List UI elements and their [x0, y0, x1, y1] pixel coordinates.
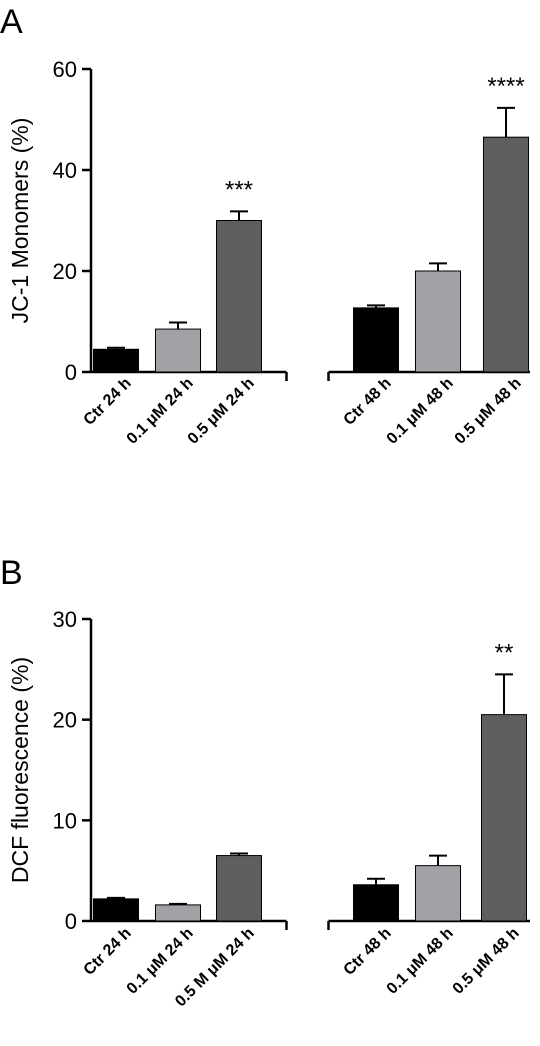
x-tick-label: 0.5 μM 48 h — [452, 375, 525, 448]
chart-panel-a: A JC-1 Monomers (%) 0 20 40 60 Ctr 24 h 0.1 μM … — [0, 3, 530, 448]
y-tick-label: 40 — [53, 158, 77, 183]
bar — [93, 898, 139, 922]
y-axis-label: DCF fluorescence (%) — [7, 657, 33, 883]
x-tick-label: 0.5 μM 48 h — [450, 925, 523, 998]
bar — [415, 270, 461, 373]
bar — [353, 884, 399, 922]
y-tick-label: 60 — [53, 57, 77, 82]
bar — [93, 348, 139, 373]
bar — [483, 136, 529, 373]
y-tick-label: 20 — [53, 708, 77, 733]
y-tick-label: 0 — [65, 360, 77, 385]
panel-letter: A — [0, 3, 23, 41]
y-tick-label: 20 — [53, 259, 77, 284]
y-tick-label: 30 — [53, 607, 77, 632]
y-axis-label: JC-1 Monomers (%) — [7, 118, 33, 324]
y-tick-label: 0 — [65, 909, 77, 934]
x-tick-label: Ctr 24 h — [81, 925, 135, 979]
bar — [481, 714, 527, 922]
x-tick-label: Ctr 24 h — [81, 375, 135, 429]
y-tick-label: 10 — [53, 808, 77, 833]
x-tick-label: 0.1 μM 48 h — [384, 925, 457, 998]
significance-marker: *** — [225, 176, 253, 203]
panel-letter: B — [0, 554, 23, 592]
bar — [216, 220, 262, 373]
x-tick-label: Ctr 48 h — [341, 375, 395, 429]
x-tick-label: 0.5 μM 24 h — [185, 375, 258, 448]
chart-panel-b: B DCF fluorescence (%) 0 10 20 30 Ctr 24 h 0.1 … — [0, 554, 530, 1010]
bar — [155, 328, 201, 373]
x-tick-label: 0.1 μM 48 h — [384, 375, 457, 448]
bar — [155, 904, 201, 922]
x-tick-label: Ctr 48 h — [341, 925, 395, 979]
significance-marker: **** — [487, 73, 524, 100]
bar — [353, 307, 399, 373]
bar — [415, 865, 461, 922]
bar — [216, 855, 262, 922]
significance-marker: ** — [495, 639, 514, 666]
